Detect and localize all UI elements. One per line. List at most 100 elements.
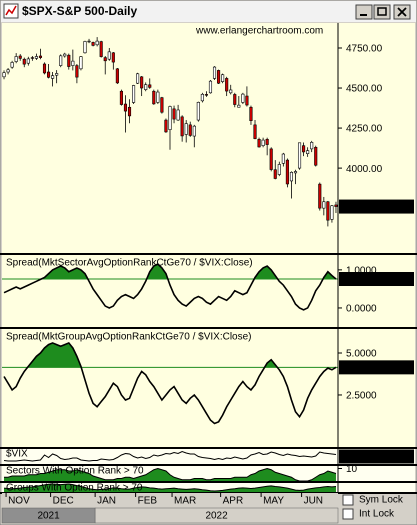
- year-band: [94, 507, 339, 524]
- candle-body: [192, 125, 196, 137]
- candle-body: [111, 52, 115, 63]
- y-tick-label: 5.0000: [346, 349, 377, 360]
- candle-body: [285, 159, 289, 185]
- minimize-button[interactable]: [355, 4, 373, 20]
- candle-body: [204, 94, 208, 96]
- y-tick-label: 2.5000: [346, 391, 377, 402]
- y-tick-label: 4000.00: [346, 164, 383, 175]
- candle-body: [257, 138, 261, 148]
- candle-body: [208, 80, 213, 94]
- area-fill: [41, 264, 336, 280]
- candle-body: [18, 55, 22, 59]
- candle-body: [14, 56, 18, 62]
- x-tick-label: FEB: [138, 496, 158, 507]
- candle-body: [293, 171, 298, 174]
- candle-body: [99, 41, 103, 57]
- candle-body: [229, 89, 233, 94]
- candle-body: [119, 90, 123, 105]
- last-value-box: [339, 199, 414, 214]
- candle-body: [67, 54, 71, 67]
- x-tick-label: MAY: [263, 496, 284, 507]
- candle-body: [188, 124, 192, 136]
- candle-body: [38, 55, 43, 58]
- candle-body: [184, 123, 188, 135]
- watermark: www.erlangerchartroom.com: [195, 26, 323, 37]
- candle-body: [212, 66, 217, 79]
- x-tick-label: DEC: [53, 496, 74, 507]
- candle-body: [196, 101, 200, 121]
- candle-body: [30, 57, 34, 59]
- app-icon-glyph: [5, 5, 17, 16]
- last-value-box: [339, 449, 414, 464]
- line: [3, 450, 337, 462]
- candle-body: [334, 204, 338, 207]
- candle-body: [75, 65, 79, 78]
- candle-body: [152, 90, 156, 105]
- last-value-label: 3759.89: [343, 202, 380, 213]
- candle-body: [22, 58, 26, 65]
- maximize-button[interactable]: [373, 4, 391, 20]
- candle-body: [176, 109, 180, 121]
- candle-body: [91, 42, 95, 46]
- panel-title: $VIX: [6, 449, 28, 460]
- candle-body: [273, 169, 277, 179]
- panel-title: Spread(MktGroupAvgOptionRankCtGe70 / $VI…: [6, 332, 252, 343]
- close-button[interactable]: [393, 4, 411, 20]
- panel-background: [2, 483, 338, 492]
- y-tick-label: 4750.00: [346, 44, 383, 55]
- candle-body: [265, 138, 269, 145]
- candle-body: [269, 148, 273, 170]
- candle-body: [144, 84, 148, 90]
- candle-body: [103, 57, 107, 62]
- candle-body: [95, 40, 99, 46]
- candle-body: [306, 150, 310, 154]
- sym-lock-checkbox[interactable]: [342, 494, 354, 506]
- year-label: 2021: [37, 511, 60, 522]
- month-row: [2, 493, 338, 508]
- candle-body: [160, 97, 164, 113]
- candle-body: [51, 75, 55, 79]
- window-title: $SPX-S&P 500-Daily: [22, 4, 137, 18]
- panel-title: Sectors With Option Rank > 70: [6, 466, 144, 477]
- axis-background: [338, 255, 415, 327]
- candle-body: [261, 139, 265, 146]
- candle-body: [107, 51, 111, 60]
- title-bar: [1, 1, 416, 22]
- last-value-box: [339, 360, 414, 375]
- y-tick-label: 0.0000: [346, 304, 377, 315]
- candle-body: [221, 74, 225, 82]
- candle-body: [330, 205, 334, 220]
- y-tick-label: 4250.00: [346, 124, 383, 135]
- candle-body: [289, 171, 294, 182]
- candle-body: [172, 108, 176, 120]
- int-lock-label: Int Lock: [359, 509, 395, 520]
- candle-body: [249, 106, 253, 122]
- candle-body: [42, 63, 47, 74]
- candle-body: [217, 70, 221, 84]
- candle-body: [326, 201, 330, 221]
- y-tick-label: 4500.00: [346, 84, 383, 95]
- candle-body: [123, 103, 128, 112]
- int-lock-checkbox[interactable]: [342, 508, 354, 520]
- last-value-label: 0.7599: [343, 275, 374, 286]
- candle-body: [83, 41, 87, 54]
- candle-body: [71, 60, 75, 66]
- candle-body: [225, 78, 229, 92]
- candle-body: [63, 53, 67, 57]
- candle-body: [46, 71, 51, 78]
- candle-body: [200, 93, 204, 102]
- area-fill: [4, 483, 336, 492]
- candle-body: [10, 62, 14, 68]
- candle-body: [245, 95, 249, 106]
- axis-background: [338, 466, 415, 481]
- candle-body: [34, 56, 38, 59]
- candle-body: [281, 153, 285, 164]
- x-tick-label: JUN: [304, 496, 323, 507]
- x-tick-label: MAR: [174, 496, 196, 507]
- last-value-label: 4.1451: [343, 363, 374, 374]
- panel-background: [2, 449, 338, 464]
- candle-body: [310, 142, 314, 150]
- candle-body: [164, 119, 168, 133]
- candle-body: [156, 91, 160, 103]
- panel-title: Spread(MktSectorAvgOptionRankCtGe70 / $V…: [6, 258, 253, 269]
